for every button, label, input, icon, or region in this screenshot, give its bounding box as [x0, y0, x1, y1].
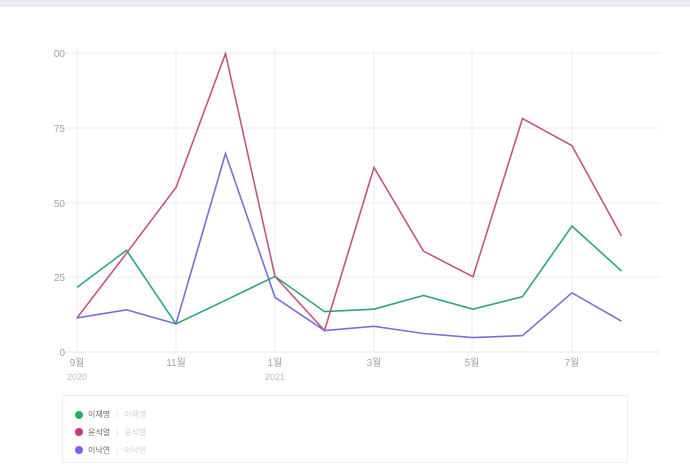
svg-text:5월: 5월: [465, 357, 480, 369]
svg-text:3월: 3월: [367, 357, 382, 369]
svg-text:2021: 2021: [265, 372, 285, 382]
svg-text:9월: 9월: [70, 357, 85, 369]
svg-text:25: 25: [54, 273, 66, 284]
svg-text:11월: 11월: [166, 357, 186, 369]
svg-text:0: 0: [59, 348, 65, 359]
svg-text:7월: 7월: [565, 357, 580, 369]
svg-text:00: 00: [54, 49, 66, 60]
svg-text:75: 75: [54, 124, 66, 135]
svg-text:2020: 2020: [67, 372, 87, 382]
svg-text:50: 50: [54, 199, 66, 210]
svg-text:1월: 1월: [268, 357, 283, 369]
